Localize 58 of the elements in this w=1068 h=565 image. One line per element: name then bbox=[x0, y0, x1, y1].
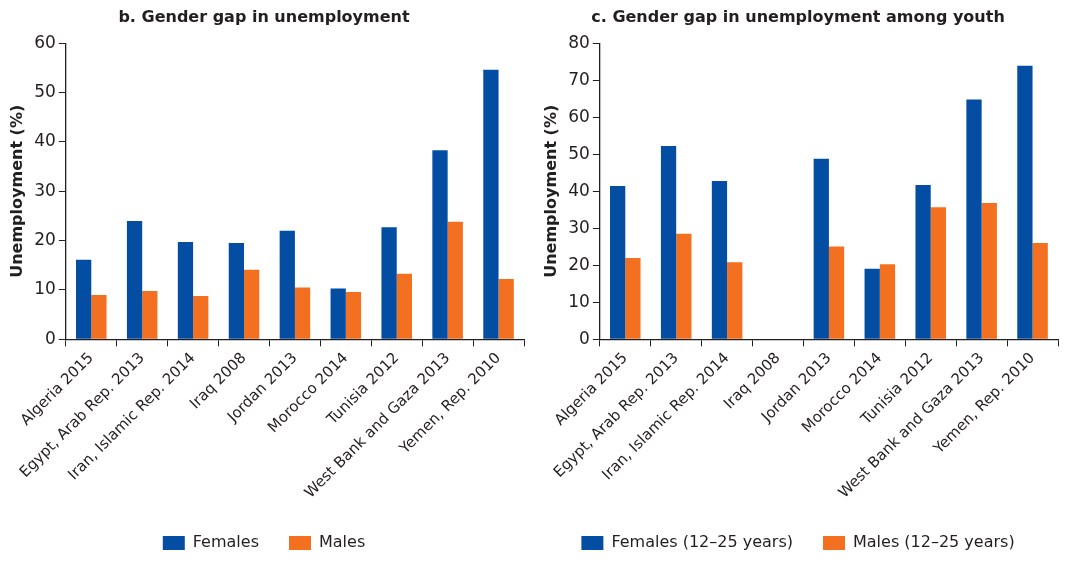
y-tick-label: 40 bbox=[568, 179, 590, 200]
bar bbox=[447, 221, 463, 339]
bar bbox=[381, 227, 397, 339]
y-tick-label: 50 bbox=[34, 80, 56, 101]
bar bbox=[483, 69, 499, 339]
legend-label: Males (12–25 years) bbox=[852, 532, 1015, 552]
bar bbox=[879, 264, 896, 339]
bar bbox=[727, 262, 743, 339]
legend-label: Males bbox=[318, 532, 366, 552]
y-tick-label: 30 bbox=[34, 179, 56, 200]
bar bbox=[930, 207, 946, 339]
bar bbox=[498, 279, 514, 339]
bar bbox=[813, 158, 829, 339]
y-tick-label: 80 bbox=[568, 31, 590, 52]
bar bbox=[610, 186, 626, 339]
y-tick-label: 10 bbox=[568, 290, 590, 311]
bar bbox=[981, 203, 997, 339]
bar bbox=[142, 290, 158, 339]
bar bbox=[828, 246, 845, 339]
bar bbox=[244, 269, 260, 339]
bar bbox=[966, 99, 982, 339]
y-tick-label: 70 bbox=[568, 68, 590, 89]
bar bbox=[676, 233, 692, 339]
legend-label: Females bbox=[192, 532, 259, 552]
bar bbox=[228, 243, 245, 339]
bar bbox=[915, 184, 931, 339]
bar bbox=[126, 220, 143, 339]
y-tick-label: 20 bbox=[568, 253, 590, 274]
y-tick-label: 60 bbox=[568, 105, 590, 126]
bar bbox=[345, 291, 362, 339]
bar bbox=[432, 150, 448, 339]
y-axis-title: Unemployment (%) bbox=[6, 104, 26, 278]
bar bbox=[625, 257, 641, 339]
y-tick-label: 0 bbox=[45, 327, 56, 348]
bar bbox=[396, 273, 412, 339]
bar bbox=[279, 230, 295, 339]
bar bbox=[76, 259, 92, 339]
y-axis-title: Unemployment (%) bbox=[540, 104, 560, 278]
y-tick-label: 40 bbox=[34, 130, 56, 151]
y-tick-label: 30 bbox=[568, 216, 590, 237]
chart-title: c. Gender gap in unemployment among youth bbox=[591, 6, 1005, 26]
bar bbox=[177, 242, 194, 339]
bar bbox=[330, 288, 346, 339]
legend-label: Females (12–25 years) bbox=[611, 532, 793, 552]
y-tick-label: 60 bbox=[34, 31, 56, 52]
bar bbox=[1032, 243, 1048, 339]
bar bbox=[660, 146, 677, 339]
bar bbox=[294, 287, 311, 339]
y-tick-label: 10 bbox=[34, 278, 56, 299]
bar bbox=[193, 295, 209, 339]
bar bbox=[711, 180, 728, 339]
bar bbox=[1017, 65, 1033, 339]
y-tick-label: 50 bbox=[568, 142, 590, 163]
y-tick-label: 0 bbox=[579, 327, 590, 348]
bar bbox=[864, 268, 880, 339]
y-tick-label: 20 bbox=[34, 229, 56, 250]
bar bbox=[91, 294, 107, 339]
chart-title: b. Gender gap in unemployment bbox=[118, 6, 410, 26]
